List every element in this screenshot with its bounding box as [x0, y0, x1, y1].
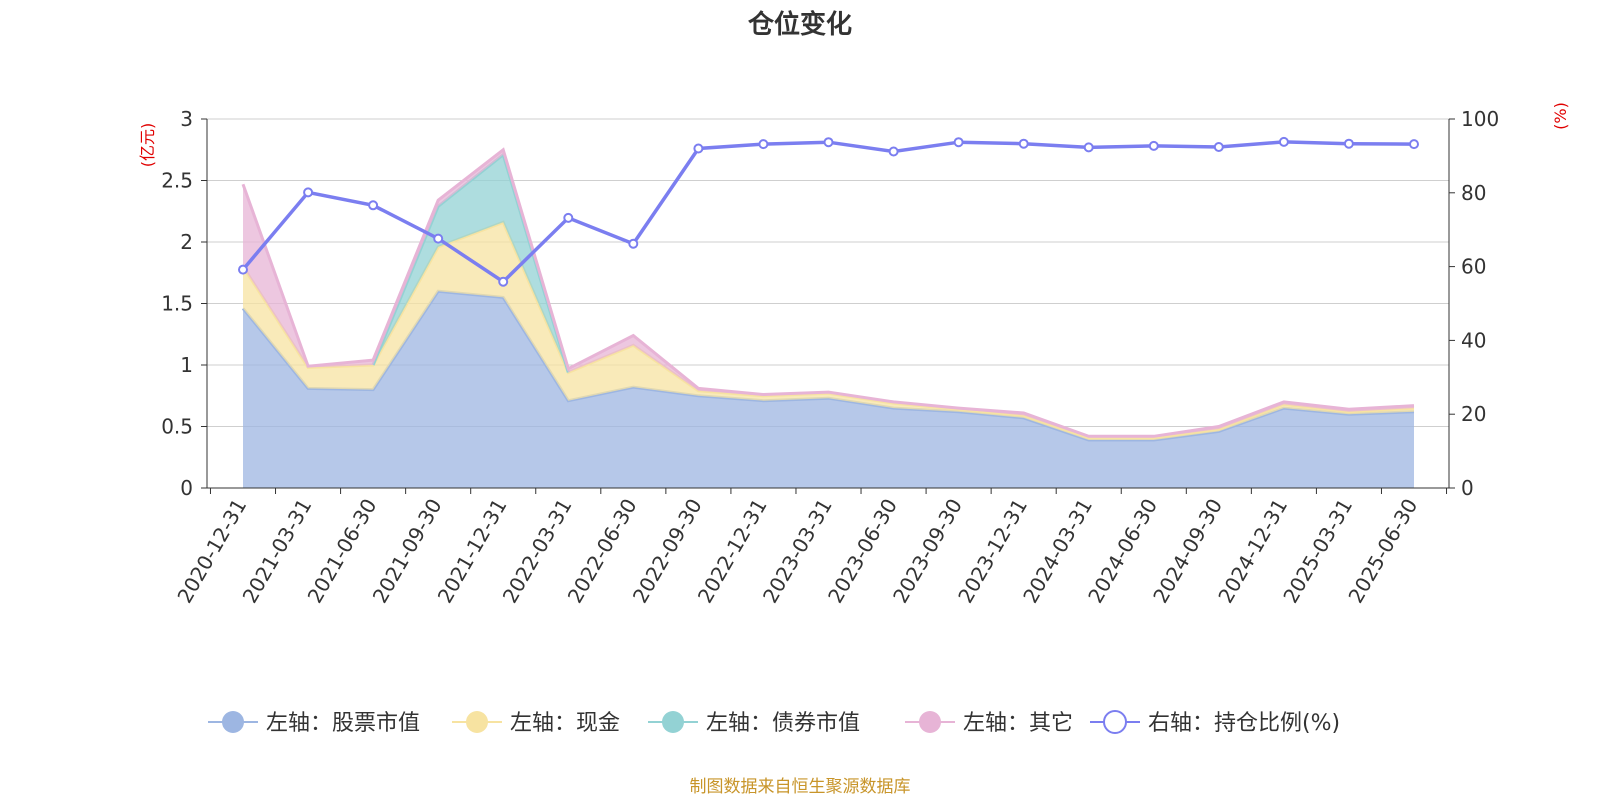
line-point — [1343, 138, 1354, 149]
line-point — [1409, 139, 1419, 150]
legend-label-2: 左轴：债券市值 — [706, 711, 860, 736]
line-point — [563, 212, 574, 223]
x-tick-label: 2025-06-30 — [1343, 495, 1422, 608]
legend-label-3: 左轴：其它 — [963, 711, 1073, 736]
left-tick-label: 0 — [180, 476, 193, 500]
area-1 — [243, 222, 1414, 440]
line-point — [953, 137, 964, 148]
line-point — [433, 233, 444, 244]
source-note: 制图数据来自恒生聚源数据库 — [690, 777, 911, 797]
right-tick-label: 40 — [1461, 328, 1486, 352]
right-tick-label: 0 — [1461, 476, 1474, 500]
line-point — [1148, 140, 1159, 151]
legend-marker-3 — [919, 711, 941, 733]
line-series-layer — [238, 136, 1419, 287]
left-tick-label: 1 — [180, 353, 193, 377]
left-tick-label: 2.5 — [161, 169, 193, 193]
line-point — [823, 137, 834, 148]
line-point — [693, 143, 704, 154]
line-point — [238, 264, 248, 275]
legend-marker-2 — [662, 711, 684, 733]
legend: 左轴：股票市值 左轴：现金 左轴：债券市值 左轴：其它 右轴：持仓比例(%) — [208, 710, 1340, 736]
right-tick-label: 60 — [1461, 255, 1486, 279]
line-point — [303, 187, 314, 198]
area-2 — [373, 154, 569, 373]
line-point — [368, 200, 379, 211]
legend-label-1: 左轴：现金 — [510, 711, 620, 736]
line-point — [888, 146, 899, 157]
area-edge-3 — [241, 147, 1415, 438]
line-point — [758, 139, 769, 150]
legend-marker-1 — [466, 711, 488, 733]
line-point — [628, 238, 639, 249]
chart-title: 仓位变化 — [747, 9, 852, 40]
area-0 — [243, 291, 1414, 488]
right-tick-label: 80 — [1461, 181, 1486, 205]
line-point — [498, 276, 509, 287]
axes: 00.511.522.530204060801002020-12-312021-… — [161, 107, 1499, 607]
line-point — [1213, 142, 1224, 152]
right-tick-label: 20 — [1461, 402, 1486, 426]
legend-label-4: 右轴：持仓比例(%) — [1148, 711, 1340, 736]
left-tick-label: 2 — [180, 230, 193, 254]
right-axis-unit: (%) — [1551, 102, 1570, 130]
left-axis-unit: (亿元) — [138, 123, 157, 168]
legend-label-0: 左轴：股票市值 — [266, 711, 420, 736]
area-series-layer — [241, 147, 1415, 488]
line-point — [1018, 138, 1029, 149]
right-tick-label: 100 — [1461, 107, 1499, 131]
left-tick-label: 1.5 — [161, 292, 193, 316]
left-tick-label: 3 — [180, 107, 193, 131]
left-tick-label: 0.5 — [161, 415, 193, 439]
line-point — [1278, 136, 1289, 147]
legend-marker-0 — [222, 711, 244, 733]
legend-marker-4 — [1103, 710, 1127, 734]
line-point — [1083, 142, 1094, 153]
